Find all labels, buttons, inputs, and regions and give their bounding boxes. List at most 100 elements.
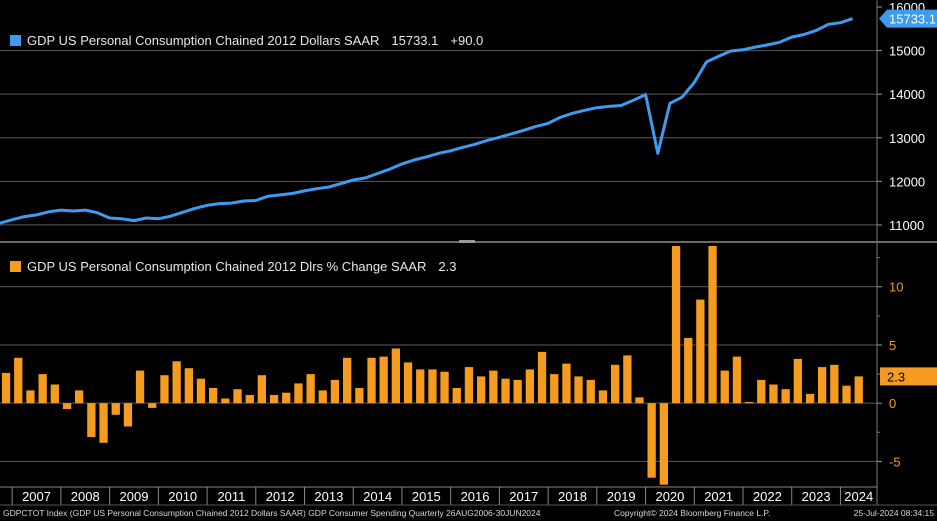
x-axis-year-label: 2017 — [509, 489, 538, 504]
x-axis-year-label: 2012 — [266, 489, 295, 504]
pct-change-bar — [550, 374, 559, 404]
pct-change-bar — [793, 358, 802, 404]
pct-change-bar — [818, 367, 827, 404]
pct-change-bar — [671, 246, 681, 404]
pct-change-bar — [294, 383, 303, 404]
pct-change-bar — [452, 388, 461, 404]
pct-change-bar — [111, 403, 120, 415]
top-last-value-label: 15733.1 — [889, 12, 936, 27]
top-y-tick-label: 13000 — [889, 131, 925, 146]
top-legend-value: 15733.1 — [391, 33, 439, 48]
pct-change-bar — [611, 364, 620, 404]
x-axis-year-label: 2021 — [704, 489, 733, 504]
pct-change-bar — [684, 338, 693, 404]
bottom-y-tick-label: 0 — [889, 396, 896, 411]
pct-change-bar — [525, 369, 534, 404]
pct-change-bar — [87, 403, 96, 437]
pct-change-bar — [781, 389, 790, 404]
pct-change-bar — [135, 370, 145, 404]
bottom-y-tick-label: 10 — [889, 280, 903, 295]
footer: GDPCTOT Index (GDP US Personal Consumpti… — [0, 505, 937, 521]
top-y-tick-label: 12000 — [889, 174, 925, 189]
pct-change-bar — [160, 375, 169, 404]
panel-divider-handle — [459, 240, 475, 243]
x-axis-year-label: 2018 — [558, 489, 587, 504]
pct-change-bar — [586, 379, 595, 404]
pct-change-bar — [269, 395, 279, 404]
x-axis-year-label: 2019 — [607, 489, 636, 504]
pct-change-bar — [318, 390, 327, 404]
pct-change-bar — [26, 390, 35, 404]
bar-legend-swatch — [10, 261, 21, 272]
pct-change-bar — [513, 379, 522, 404]
bottom-legend-value: 2.3 — [438, 259, 457, 274]
pct-change-bar — [99, 403, 108, 443]
bottom-legend: GDP US Personal Consumption Chained 2012… — [10, 259, 456, 274]
pct-change-bar — [1, 372, 11, 404]
pct-change-bar — [343, 357, 352, 404]
pct-change-bar — [184, 368, 193, 404]
pct-change-bar — [562, 363, 571, 404]
consumption-line — [0, 17, 854, 225]
pct-change-bar — [623, 355, 632, 404]
bottom-y-tick-label: -5 — [889, 454, 901, 469]
pct-change-bar — [62, 403, 72, 409]
bottom-legend-label: GDP US Personal Consumption Chained 2012… — [27, 259, 427, 274]
top-legend-change: +90.0 — [450, 33, 484, 48]
x-axis-year-label: 2022 — [753, 489, 782, 504]
pct-change-bar — [379, 356, 388, 404]
pct-change-bar — [757, 379, 766, 404]
top-legend: GDP US Personal Consumption Chained 2012… — [10, 33, 483, 48]
x-axis-year-label: 2009 — [120, 489, 149, 504]
pct-change-bar — [708, 246, 717, 404]
pct-change-bar — [75, 390, 84, 404]
top-last-value-pointer — [879, 9, 887, 28]
pct-change-bar — [720, 370, 729, 404]
pct-change-bar — [659, 403, 668, 485]
pct-change-bar — [477, 376, 486, 404]
pct-change-bar — [367, 357, 376, 404]
x-axis-year-label: 2016 — [461, 489, 490, 504]
pct-change-bar — [842, 385, 851, 404]
pct-change-bar — [50, 384, 59, 404]
x-axis-year-label: 2014 — [363, 489, 392, 504]
pct-change-bar — [489, 370, 498, 404]
pct-change-bar — [854, 376, 863, 404]
pct-change-bar — [440, 371, 449, 404]
x-axis-year-label: 2011 — [217, 489, 245, 504]
pct-change-bar — [355, 388, 364, 404]
pct-change-bar — [123, 403, 133, 427]
pct-change-bar — [745, 402, 754, 404]
bottom-last-value-box — [880, 367, 937, 386]
x-axis-year-label: 2010 — [168, 489, 197, 504]
pct-change-bar — [221, 398, 230, 404]
line-legend-swatch — [10, 35, 21, 46]
x-axis-year-label: 2015 — [412, 489, 441, 504]
pct-change-bar — [501, 378, 510, 404]
x-axis-year-label: 2013 — [314, 489, 343, 504]
pct-change-bar — [306, 374, 315, 404]
top-legend-label: GDP US Personal Consumption Chained 2012… — [27, 33, 380, 48]
x-axis-year-label: 2023 — [802, 489, 831, 504]
pct-change-bar — [196, 378, 206, 404]
pct-change-bar — [233, 389, 242, 404]
pct-change-bar — [732, 356, 742, 404]
pct-change-bar — [416, 369, 425, 404]
top-last-value-box — [887, 9, 937, 28]
pct-change-bar — [282, 392, 291, 404]
pct-change-bar — [148, 403, 157, 408]
x-axis-year-label: 2008 — [71, 489, 100, 504]
pct-change-bar — [464, 367, 474, 404]
pct-change-bar — [805, 393, 815, 404]
footer-timestamp: 25-Jul-2024 08:34:15 — [853, 508, 934, 518]
pct-change-bar — [330, 379, 340, 404]
pct-change-bar — [14, 357, 23, 404]
x-axis-year-label: 2024 — [844, 489, 873, 504]
pct-change-bar — [403, 362, 413, 404]
top-y-tick-label: 14000 — [889, 87, 925, 102]
x-axis-year-label: 2007 — [22, 489, 51, 504]
pct-change-bar — [391, 348, 400, 404]
pct-change-bar — [574, 376, 583, 404]
footer-source: GDPCTOT Index (GDP US Personal Consumpti… — [3, 508, 541, 518]
x-axis-year-label: 2020 — [655, 489, 684, 504]
